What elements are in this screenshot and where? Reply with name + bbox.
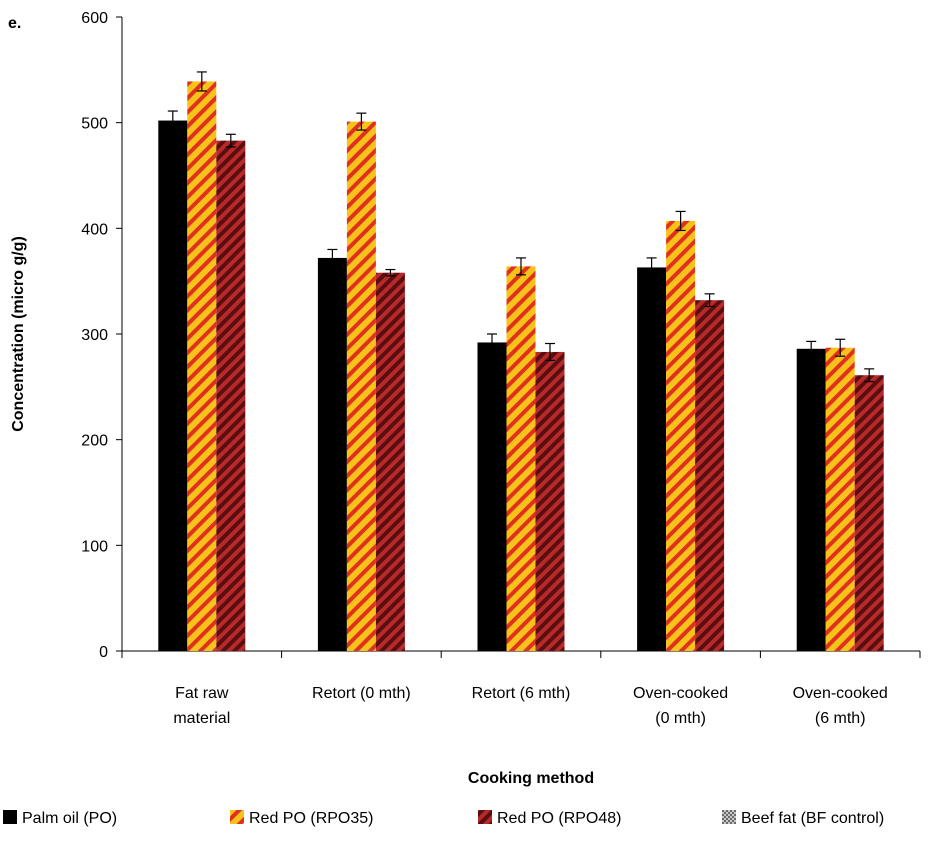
legend-label-2: Red PO (RPO48) <box>497 810 621 827</box>
y-tick-label: 100 <box>81 538 108 555</box>
bar-palm-oil-po--0 <box>158 120 188 651</box>
bar-red-po-rpo35--2 <box>506 266 536 651</box>
legend-swatch-0 <box>3 810 17 824</box>
legend-label-1: Red PO (RPO35) <box>249 810 373 827</box>
legend-swatch-1 <box>230 810 244 824</box>
legend-swatch-2 <box>478 810 492 824</box>
y-tick-label: 200 <box>81 433 108 450</box>
y-tick-label: 300 <box>81 327 108 344</box>
bar-red-po-rpo48--2 <box>535 351 565 651</box>
bar-red-po-rpo48--0 <box>216 140 246 651</box>
bar-red-po-rpo35--3 <box>666 220 696 652</box>
legend-label-3: Beef fat (BF control) <box>741 810 884 827</box>
bar-red-po-rpo35--0 <box>187 81 217 651</box>
bar-red-po-rpo35--1 <box>346 121 376 652</box>
x-category-label: (0 mth) <box>655 710 706 727</box>
bar-palm-oil-po--4 <box>796 348 826 651</box>
x-category-label: Oven-cooked <box>633 685 728 702</box>
x-category-label: Retort (0 mth) <box>312 685 411 702</box>
bar-red-po-rpo48--1 <box>375 272 405 651</box>
legend-label-0: Palm oil (PO) <box>22 810 117 827</box>
y-tick-label: 500 <box>81 116 108 133</box>
bar-palm-oil-po--3 <box>637 267 667 651</box>
bars <box>158 71 884 652</box>
labels: 0 100 200 300 400 500 600 Fat raw material Retort… <box>8 10 888 787</box>
x-category-label: (6 mth) <box>815 710 866 727</box>
x-category-label: material <box>173 710 230 727</box>
y-tick-label: 0 <box>99 644 108 661</box>
y-tick-label: 400 <box>81 221 108 238</box>
bar-palm-oil-po--2 <box>477 342 507 651</box>
x-category-label: Oven-cooked <box>793 685 888 702</box>
bar-red-po-rpo35--4 <box>825 347 855 651</box>
bar-red-po-rpo48--3 <box>695 300 725 651</box>
y-tick-label: 600 <box>81 10 108 27</box>
panel-label: e. <box>8 15 21 32</box>
bar-red-po-rpo48--4 <box>854 375 884 651</box>
x-category-label: Fat raw <box>175 685 229 702</box>
x-axis-title: Cooking method <box>468 770 594 787</box>
axes <box>116 16 921 658</box>
bar-palm-oil-po--1 <box>317 257 347 651</box>
legend: Palm oil (PO) Red PO (RPO35) Red PO (RPO48… <box>3 810 884 827</box>
x-category-label: Retort (6 mth) <box>472 685 571 702</box>
y-axis-title: Concentration (micro g/g) <box>10 236 27 432</box>
legend-swatch-3 <box>722 810 736 824</box>
